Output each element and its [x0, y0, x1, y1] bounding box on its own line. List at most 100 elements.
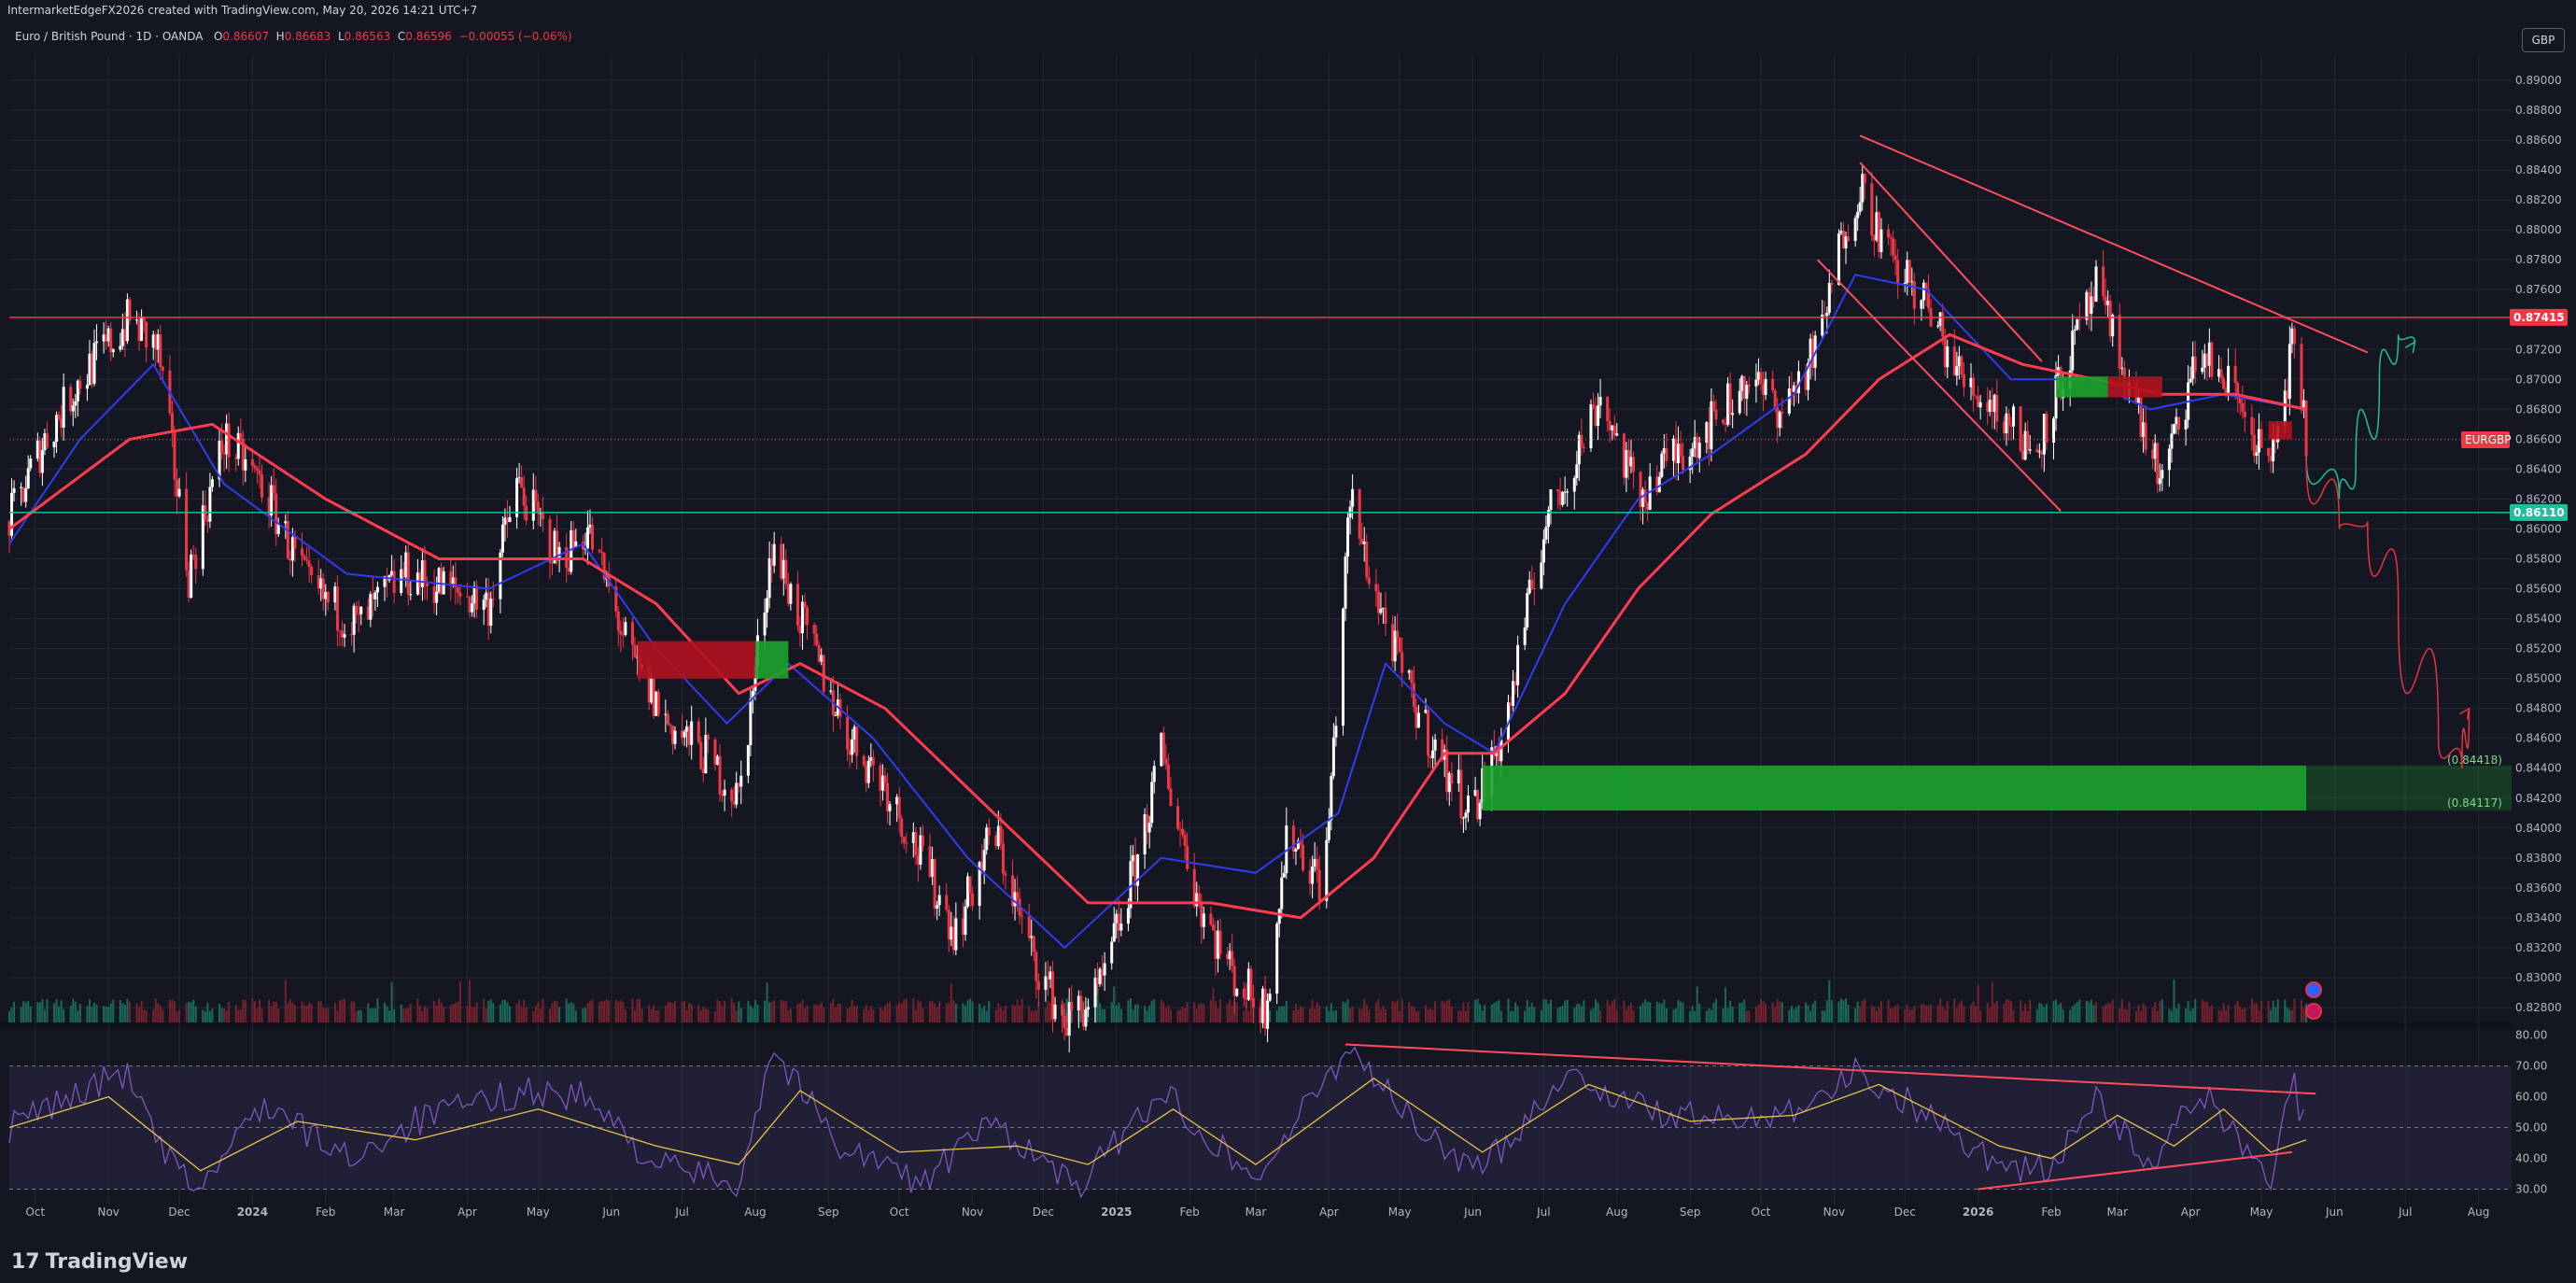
candle-body: [1457, 769, 1460, 784]
candle-body: [1711, 401, 1715, 410]
candle-body: [888, 804, 892, 811]
volume-bar: [1674, 1008, 1677, 1022]
volume-bar: [653, 1005, 655, 1022]
candle-body: [1532, 588, 1536, 590]
candle-body: [982, 850, 986, 871]
candle-body: [1232, 966, 1236, 996]
candle-body: [60, 418, 63, 429]
candle-body: [1311, 866, 1315, 884]
candle-body: [1119, 923, 1123, 931]
candle-body: [1513, 681, 1517, 685]
volume-bar: [53, 1002, 56, 1022]
candle-body: [1927, 289, 1931, 309]
candle-body: [1497, 745, 1500, 762]
candle-body: [994, 835, 998, 847]
volume-bar: [551, 1003, 554, 1022]
volume-bar: [1507, 998, 1510, 1022]
tradingview-brand[interactable]: 17 TradingView: [11, 1250, 188, 1274]
candle-body: [2302, 400, 2306, 411]
candle-body: [1896, 260, 1900, 284]
volume-bar: [735, 1010, 738, 1022]
volume-bar: [534, 1006, 537, 1022]
x-tick-label: Dec: [1894, 1205, 1916, 1219]
volume-bar: [211, 1008, 214, 1022]
volume-bar: [784, 1000, 787, 1022]
volume-bar: [1665, 1008, 1668, 1022]
volume-bar: [1016, 999, 1019, 1022]
candle-body: [2175, 416, 2178, 425]
candle-body: [1877, 212, 1880, 252]
volume-bar: [489, 999, 492, 1022]
candle-body: [404, 552, 408, 578]
candle-body: [1302, 844, 1305, 871]
candle-body: [267, 497, 271, 516]
candle-body: [1365, 541, 1369, 578]
candle-body: [1830, 282, 1834, 286]
candle-body: [713, 739, 717, 765]
candle-body: [1639, 472, 1642, 507]
volume-bar: [1169, 1009, 1172, 1022]
volume-bar: [1278, 1006, 1281, 1022]
volume-bar: [384, 1002, 386, 1022]
volume-bar: [1332, 1010, 1335, 1022]
volume-bar: [1490, 1004, 1493, 1022]
volume-bar: [565, 998, 568, 1022]
volume-bar: [289, 999, 291, 1022]
volume-bar: [1797, 1005, 1800, 1022]
volume-bar: [1774, 1007, 1777, 1022]
volume-bar: [1394, 1002, 1397, 1022]
candle-body: [305, 559, 309, 561]
candle-body: [2205, 353, 2209, 366]
volume-bar: [1209, 1000, 1212, 1022]
candle-body: [2106, 301, 2110, 305]
volume-bar: [1680, 1001, 1682, 1022]
volume-bar: [1910, 1008, 1913, 1022]
candle-body: [1202, 913, 1205, 927]
candle-body: [1209, 913, 1213, 925]
candle-body: [2290, 328, 2294, 345]
demand-zone-extension: [2306, 765, 2512, 811]
volume-bar: [591, 999, 594, 1022]
candle-body: [1360, 539, 1364, 544]
volume-bar: [1904, 1009, 1907, 1022]
volume-bar: [1297, 1009, 1300, 1022]
volume-bar: [1762, 1001, 1765, 1022]
volume-bar: [1150, 1000, 1153, 1022]
currency-button[interactable]: GBP: [2522, 28, 2565, 52]
volume-bar: [1790, 1006, 1793, 1022]
volume-bar: [1184, 1008, 1187, 1022]
volume-bar: [2137, 1005, 2140, 1022]
candle-body: [1186, 845, 1189, 869]
volume-bar: [2055, 999, 2058, 1022]
resistance-price-tag: [2510, 308, 2568, 326]
volume-bar: [515, 1003, 518, 1022]
symbol-name[interactable]: Euro / British Pound · 1D · OANDA: [15, 30, 204, 43]
candle-body: [2052, 418, 2056, 443]
bearish-projection: [2305, 454, 2470, 768]
demand-zone: [2056, 376, 2108, 398]
candle-body: [866, 760, 870, 783]
candle-body: [105, 334, 108, 342]
volume-bar: [1991, 981, 1993, 1022]
volume-bar: [2159, 1000, 2161, 1022]
volume-bar: [135, 1003, 138, 1022]
candle-body: [1016, 892, 1020, 899]
volume-bar: [1611, 1001, 1613, 1022]
candle-body: [1582, 446, 1585, 449]
volume-bar: [813, 1004, 816, 1022]
volume-bar: [256, 1008, 259, 1022]
supply-zone: [637, 641, 755, 679]
volume-bar: [1292, 1010, 1295, 1022]
candle-body: [1921, 282, 1925, 301]
candle-body: [1129, 861, 1133, 909]
candle-body: [1101, 968, 1105, 976]
candle-body: [655, 691, 658, 716]
candle-body: [201, 505, 204, 570]
candle-body: [1591, 403, 1595, 406]
y-tick-label: 0.87000: [2515, 373, 2562, 386]
volume-bar: [1726, 1008, 1729, 1022]
volume-bar: [983, 1005, 986, 1022]
volume-bar: [525, 1007, 528, 1022]
volume-bar: [648, 1005, 651, 1022]
